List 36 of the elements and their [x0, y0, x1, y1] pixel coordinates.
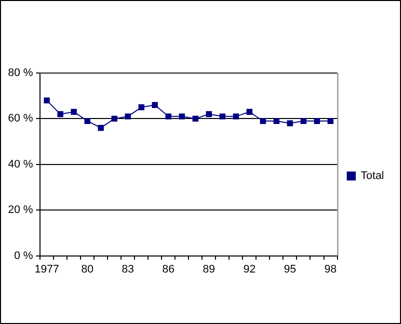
- point: [138, 104, 144, 110]
- x-tick-label: 83: [122, 263, 134, 276]
- x-tick-label: 89: [202, 263, 216, 276]
- point: [57, 111, 64, 118]
- point: [300, 118, 306, 124]
- point: [152, 102, 158, 108]
- point: [165, 113, 172, 120]
- point: [124, 113, 131, 120]
- y-tick-label: 0 %: [14, 250, 34, 262]
- point: [44, 97, 50, 104]
- point: [192, 116, 198, 122]
- x-tick-label: 92: [243, 263, 256, 276]
- y-tick-label: 80 %: [8, 67, 34, 80]
- point: [70, 108, 77, 115]
- point: [246, 108, 252, 115]
- x-tick-label: 95: [284, 263, 296, 276]
- point: [206, 111, 212, 118]
- legend-label: Total: [360, 170, 384, 182]
- point: [274, 118, 280, 124]
- x-tick-label: 80: [81, 263, 94, 276]
- x-tick-label: 1977: [34, 263, 60, 276]
- point: [98, 124, 104, 131]
- x-tick-label: 98: [324, 263, 337, 276]
- point: [328, 118, 334, 124]
- point: [314, 118, 320, 124]
- point: [287, 120, 293, 126]
- x-tick-label: 86: [162, 263, 175, 276]
- point: [111, 116, 118, 122]
- y-tick-label: 60 %: [8, 112, 34, 125]
- point: [260, 118, 266, 124]
- point: [232, 113, 239, 120]
- point: [178, 113, 185, 120]
- y-tick-label: 40 %: [8, 158, 34, 170]
- point: [219, 113, 226, 120]
- point: [84, 118, 90, 124]
- y-tick-label: 20 %: [8, 204, 34, 216]
